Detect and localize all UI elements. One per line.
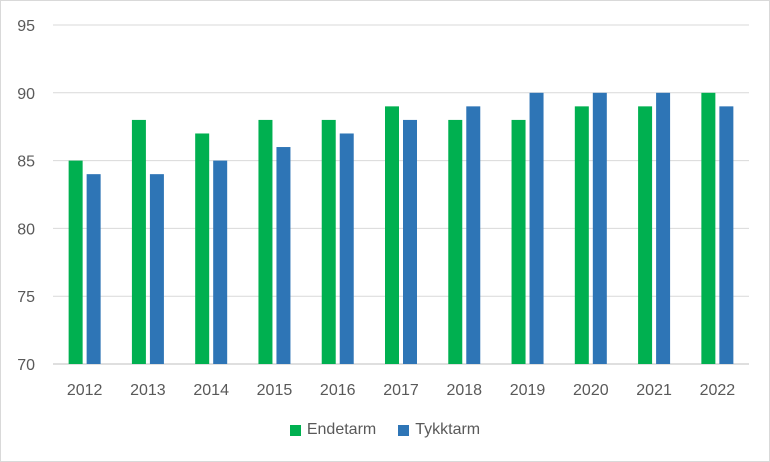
bar-tykktarm-2016 [339,133,354,364]
bar-tykktarm-2015 [276,147,291,364]
x-tick-label: 2016 [320,382,356,399]
y-tick-label: 70 [17,357,35,374]
x-tick-label: 2013 [130,382,166,399]
bar-tykktarm-2017 [403,119,417,364]
bar-endetarm-2016 [321,119,336,364]
bar-chart: 70 75 80 85 90 95 2012 2013 2014 2015 2016 2017 2018… [17,18,749,399]
bar-endetarm-2021 [638,106,653,365]
bar-endetarm-2013 [131,119,146,364]
legend-label-tykktarm: Tykktarm [415,421,481,438]
legend-swatch-endetarm [289,424,301,436]
legend-item-endetarm: Endetarm [289,421,377,439]
x-tick-label: 2012 [67,382,103,399]
legend: Endetarm Tykktarm [1,421,769,439]
y-tick-label: 75 [17,289,35,306]
bar-endetarm-2017 [385,106,399,365]
x-tick-label: 2021 [636,382,672,399]
legend-label-endetarm: Endetarm [306,421,377,438]
bar-endetarm-2018 [448,119,463,364]
bar-tykktarm-2013 [149,174,164,364]
bar-endetarm-2012 [68,160,83,364]
x-tick-label: 2020 [573,382,609,399]
x-tick-label: 2018 [446,382,482,399]
y-tick-label: 85 [17,154,35,171]
legend-swatch-tykktarm [398,424,410,436]
y-tick-label: 95 [17,18,35,35]
bar-tykktarm-2020 [592,92,607,365]
bar-endetarm-2020 [574,106,589,365]
bar-endetarm-2015 [258,119,273,364]
bar-tykktarm-2014 [213,160,228,364]
x-tick-label: 2017 [383,382,419,399]
bar-tykktarm-2019 [529,92,544,365]
bar-tykktarm-2021 [656,92,671,365]
legend-item-tykktarm: Tykktarm [398,421,480,439]
bar-endetarm-2014 [195,133,210,364]
bar-tykktarm-2022 [719,106,734,365]
x-tick-label: 2015 [257,382,293,399]
y-tick-label: 90 [17,86,35,103]
x-tick-label: 2019 [510,382,546,399]
bar-endetarm-2022 [701,92,716,365]
bar-tykktarm-2012 [86,174,101,364]
x-tick-label: 2022 [700,382,736,399]
y-tick-label: 80 [17,221,35,238]
bar-tykktarm-2018 [466,106,481,365]
bar-endetarm-2019 [511,119,526,364]
x-tick-label: 2014 [193,382,229,399]
